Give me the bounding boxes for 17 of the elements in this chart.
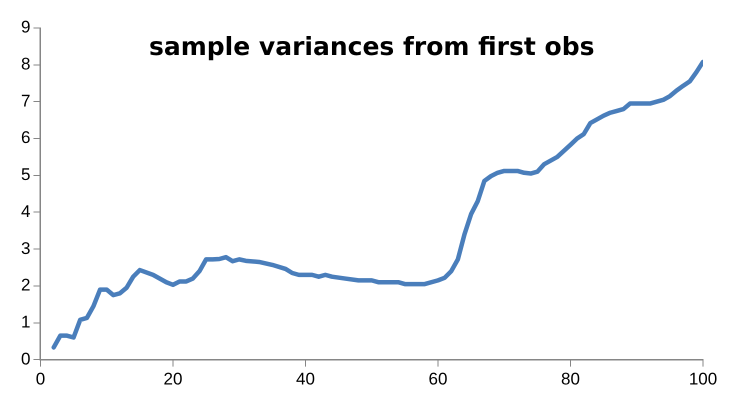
x-tick-label: 80 — [561, 369, 580, 388]
y-tick-label: 1 — [20, 312, 30, 332]
x-tick-label: 0 — [36, 369, 46, 388]
y-tick-label: 5 — [20, 165, 30, 184]
y-tick-label: 0 — [20, 349, 30, 368]
y-tick-label: 6 — [20, 128, 30, 148]
y-tick-label: 7 — [20, 91, 30, 110]
y-tick-label: 3 — [20, 238, 30, 258]
y-tick-label: 2 — [20, 276, 30, 295]
y-tick-label: 9 — [20, 18, 30, 37]
x-tick-label: 20 — [164, 369, 182, 388]
y-tick-label: 8 — [20, 54, 30, 74]
x-tick-label: 40 — [296, 369, 315, 388]
chart-title: sample variances from first obs — [148, 32, 594, 61]
x-tick-label: 100 — [688, 369, 718, 388]
y-tick-label: 4 — [20, 202, 30, 221]
x-tick-label: 60 — [428, 369, 448, 388]
